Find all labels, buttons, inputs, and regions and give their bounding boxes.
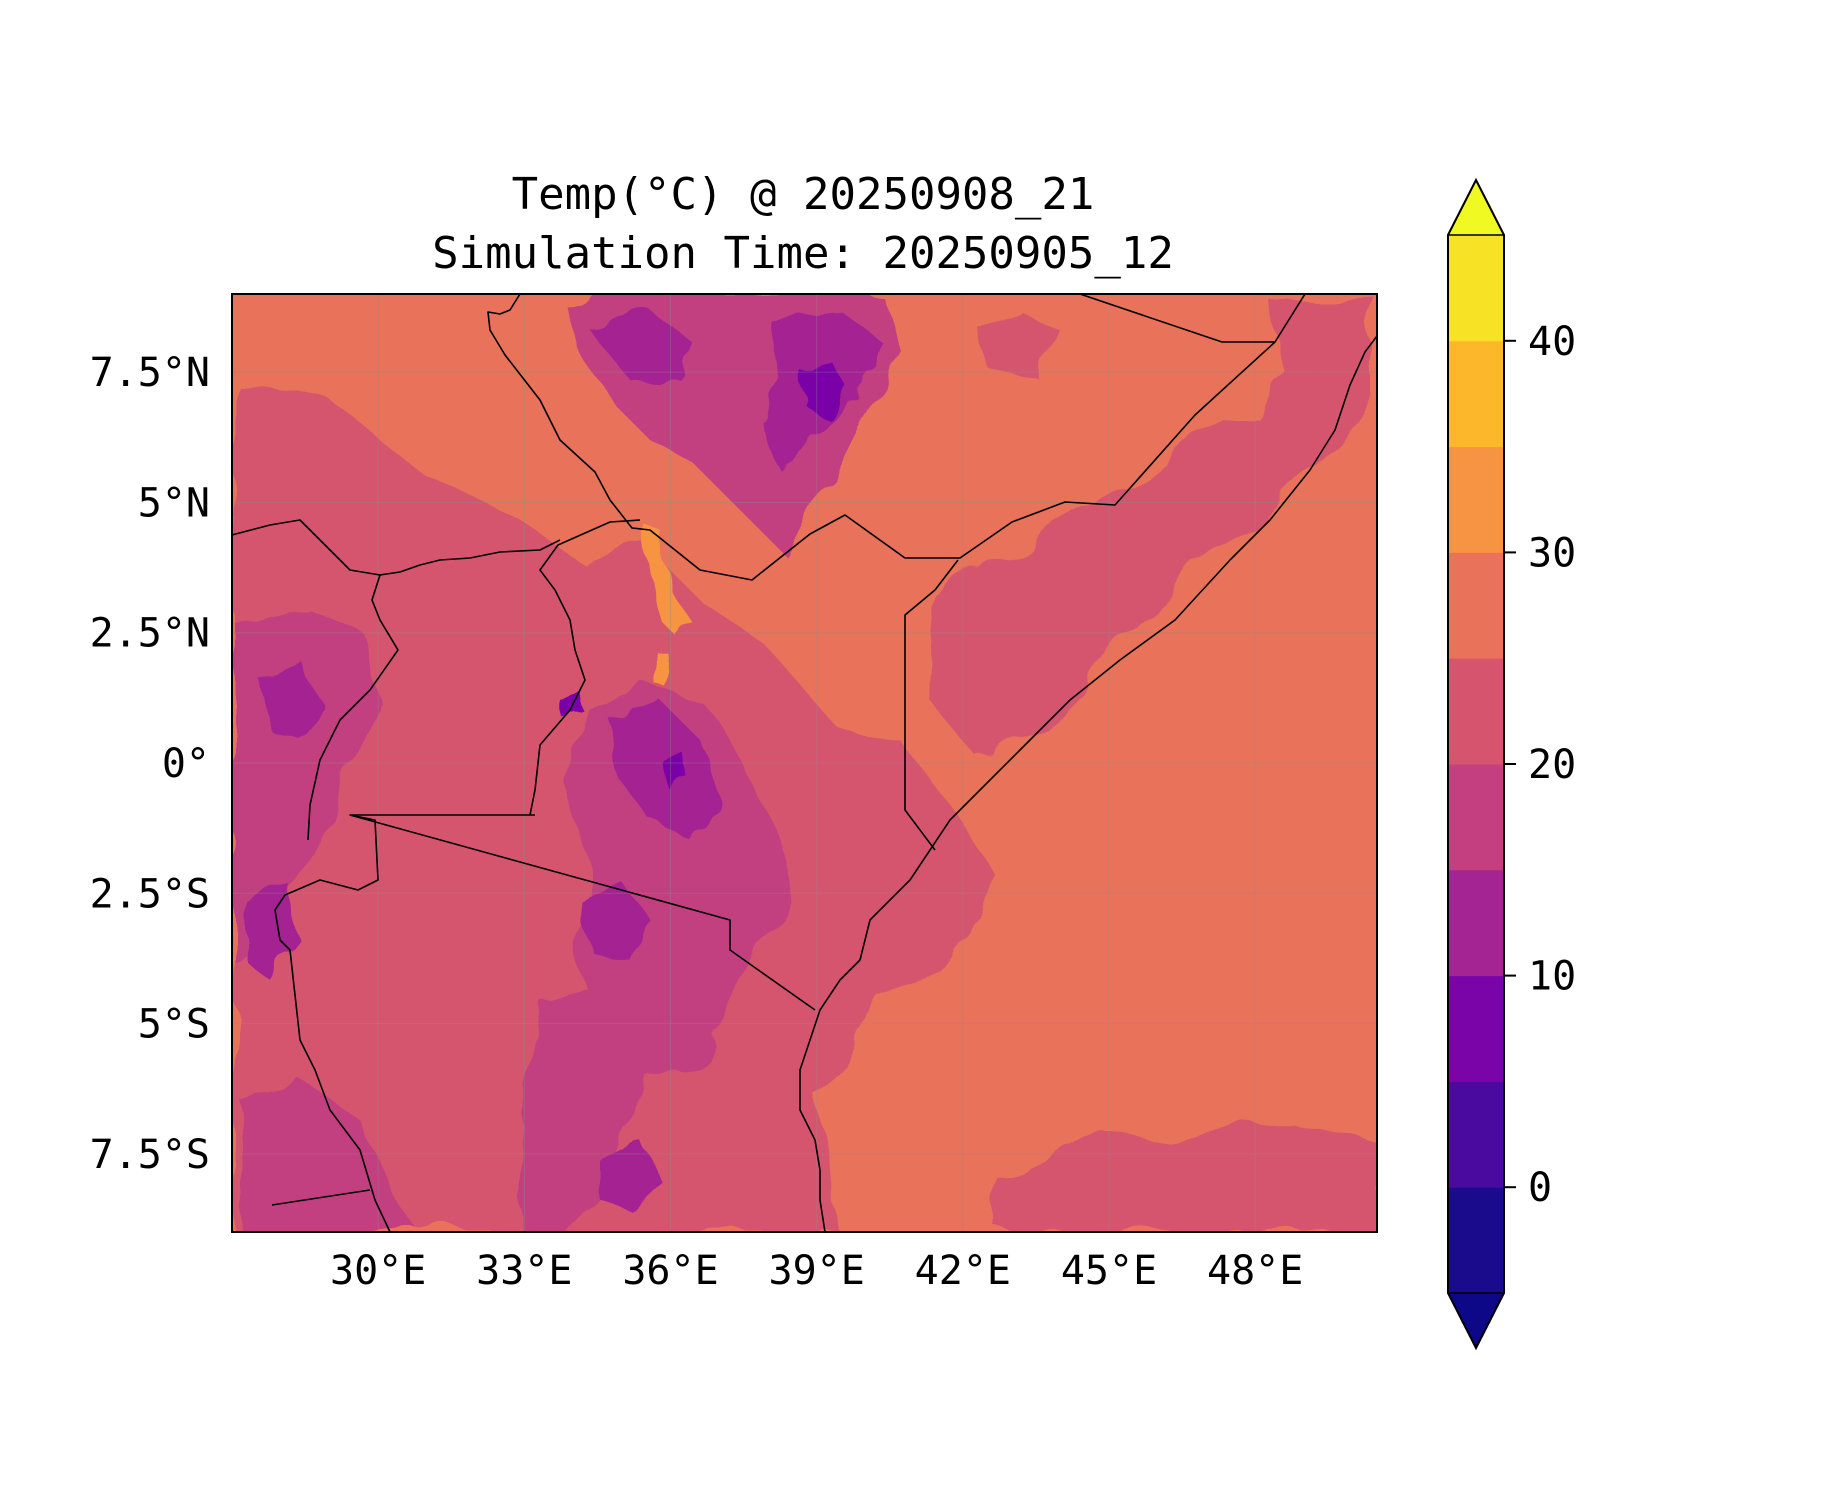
- coastline-and-borders: [232, 294, 1377, 1232]
- colorbar-segment: [1448, 340, 1504, 448]
- y-tick-label: 5°S: [138, 1002, 210, 1048]
- y-axis-ticks: 7.5°N 5°N 2.5°N 0° 2.5°S 5°S 7.5°S: [90, 350, 210, 1178]
- x-tick-label: 33°E: [476, 1248, 572, 1294]
- colorbar-segment: [1448, 658, 1504, 765]
- colorbar-over-triangle: [1446, 178, 1506, 236]
- field-band-5-10: [560, 360, 850, 790]
- x-tick-label: 45°E: [1061, 1248, 1157, 1294]
- y-tick-label: 0°: [162, 741, 210, 787]
- border-somalia-ethiopia-2: [487, 294, 1276, 581]
- colorbar-segment: [1448, 552, 1504, 659]
- y-tick-label: 5°N: [138, 480, 210, 526]
- x-tick-label: 48°E: [1207, 1248, 1303, 1294]
- y-tick-label: 2.5°S: [90, 871, 210, 917]
- colorbar-under-triangle: [1446, 1292, 1506, 1350]
- temperature-field: [232, 294, 1377, 1232]
- x-tick-label: 42°E: [915, 1248, 1011, 1294]
- border-kenya-uganda: [529, 519, 641, 816]
- colorbar-outline: [1447, 177, 1505, 1351]
- colorbar-tick-label: 40: [1528, 319, 1576, 365]
- colorbar-tick-label: 0: [1528, 1165, 1552, 1211]
- x-tick-label: 39°E: [769, 1248, 865, 1294]
- colorbar-tick-label: 10: [1528, 954, 1576, 1000]
- y-tick-label: 7.5°S: [90, 1132, 210, 1178]
- coastline: [799, 335, 1377, 1232]
- colorbar-segment: [1448, 446, 1504, 553]
- border-kenya-somalia: [904, 559, 959, 851]
- colorbar-segment: [1448, 764, 1504, 871]
- map-gridlines: [232, 294, 1377, 1232]
- colorbar-segment: [1448, 1081, 1504, 1188]
- colorbar-tick-label: 30: [1528, 530, 1576, 576]
- colorbar-tick-label: 20: [1528, 742, 1576, 788]
- x-axis-ticks: 30°E 33°E 36°E 39°E 42°E 45°E 48°E: [330, 1248, 1303, 1294]
- map-frame: [231, 293, 1378, 1233]
- y-tick-label: 7.5°N: [90, 350, 210, 396]
- border-zambia: [271, 1189, 371, 1206]
- map-title-line2: Simulation Time: 20250905_12: [432, 228, 1174, 279]
- border-tanzania-west: [294, 994, 391, 1232]
- field-band-30-35: [640, 520, 690, 690]
- colorbar-segment: [1448, 869, 1504, 977]
- border-uganda-drc: [232, 519, 561, 576]
- border-kenya-tanzania: [349, 814, 816, 1011]
- map-plot-area: 30°E 33°E 36°E 39°E 42°E 45°E 48°E 7.5°N 5°N 2.5…: [90, 293, 1378, 1294]
- x-tick-label: 30°E: [330, 1248, 426, 1294]
- border-drc-west: [307, 574, 399, 841]
- colorbar-ticks: 0 10 20 30 40: [1504, 319, 1576, 1211]
- border-somalia-ethiopia: [1079, 294, 1306, 343]
- border-rwanda-burundi: [274, 814, 379, 996]
- colorbar-segment: [1448, 1187, 1504, 1294]
- map-title-line1: Temp(°C) @ 20250908_21: [512, 169, 1095, 220]
- x-tick-label: 36°E: [622, 1248, 718, 1294]
- y-tick-label: 2.5°N: [90, 611, 210, 657]
- colorbar-segment: [1448, 235, 1504, 342]
- colorbar: 0 10 20 30 40: [1446, 177, 1576, 1351]
- colorbar-segment: [1448, 975, 1504, 1082]
- colorbar-segments: [1448, 235, 1504, 1294]
